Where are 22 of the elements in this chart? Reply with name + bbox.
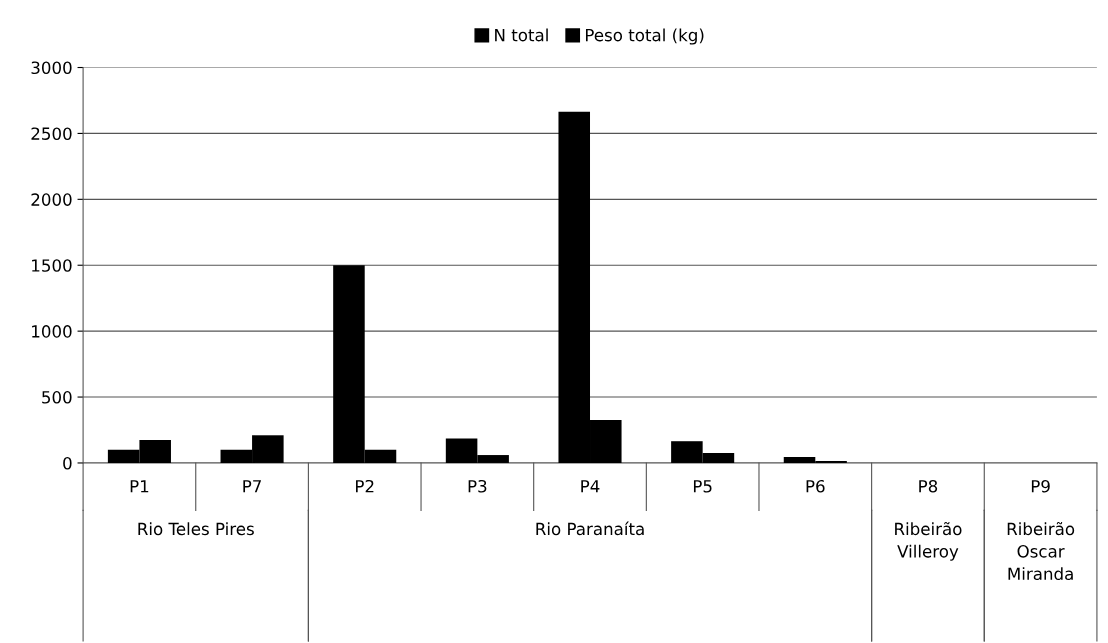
x-tick-label: P9 bbox=[1031, 479, 1050, 493]
x-tick-label: P6 bbox=[806, 479, 825, 493]
x-tick-label: P2 bbox=[356, 479, 374, 493]
x-tick-label: P1 bbox=[130, 480, 149, 493]
x-tick-label: P3 bbox=[468, 479, 487, 493]
x-tick-label: P5 bbox=[693, 480, 712, 493]
y-tick-label: 1000 bbox=[32, 325, 72, 338]
text: Ribeirão Villeroy bbox=[895, 521, 962, 561]
y-tick-label: 1500 bbox=[32, 259, 72, 272]
y-tick-label: 3000 bbox=[31, 61, 72, 75]
text: Rio Teles Pires bbox=[138, 522, 254, 536]
legend-label: N total bbox=[495, 28, 548, 42]
x-tick-label: P4 bbox=[581, 480, 600, 493]
y-tick-label: 2000 bbox=[31, 193, 72, 206]
text: Rio Paranaíta bbox=[536, 521, 644, 536]
y-tick-label: 2500 bbox=[31, 127, 72, 140]
x-tick-label: P8 bbox=[919, 479, 938, 493]
x-tick-label: P7 bbox=[243, 480, 261, 493]
y-tick-label: 0 bbox=[63, 456, 72, 470]
text: Ribeirão Oscar Miranda bbox=[1007, 521, 1075, 581]
legend-label: Peso total (kg) bbox=[585, 28, 704, 45]
y-tick-label: 500 bbox=[42, 391, 72, 404]
